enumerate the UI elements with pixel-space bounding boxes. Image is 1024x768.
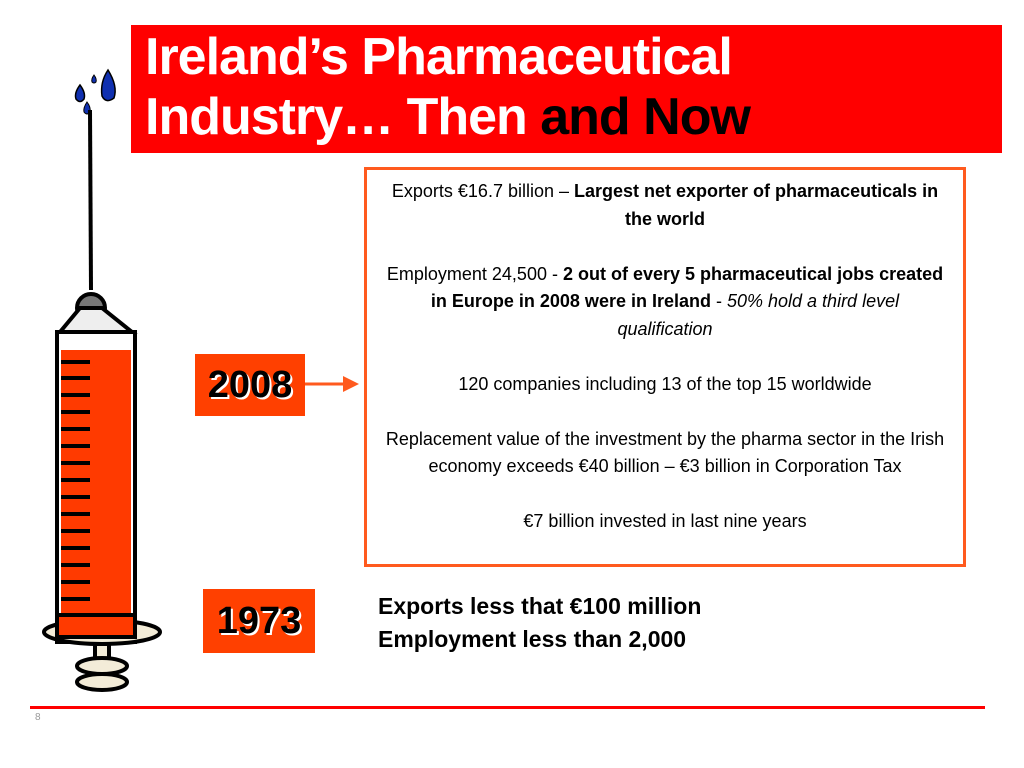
- title-and-now: and Now: [540, 88, 751, 146]
- drop-small-icon: [91, 74, 97, 84]
- employment-highlight: 2 out of every 5 pharmaceutical jobs cre…: [430, 263, 944, 312]
- slide-title-line-2: Industry… Then and Now: [145, 87, 1002, 147]
- employment-separator: -: [710, 291, 727, 311]
- needle: [88, 110, 93, 290]
- facts-1973: Exports less that €100 million Employmen…: [378, 590, 701, 656]
- footer-divider: [30, 706, 985, 709]
- syringe-cone: [55, 306, 138, 334]
- employment-qualification: 50% hold a third level qualification: [617, 291, 900, 339]
- slide-title-line-1: Ireland’s Pharmaceutical: [145, 28, 733, 86]
- employment-text: Employment 24,500 -: [386, 263, 563, 284]
- syringe-icon: [42, 68, 162, 692]
- drop-left-icon: [74, 83, 86, 103]
- drop-right-icon: [100, 68, 116, 102]
- facts-1973-employment: Employment less than 2,000: [378, 626, 687, 652]
- syringe-liquid: [61, 350, 131, 638]
- year-1973-label: 1973: [203, 589, 315, 653]
- page-number: 8: [35, 712, 41, 723]
- syringe-plunger-cap: [75, 656, 129, 676]
- info-replacement-value: Replacement value of the investment by t…: [385, 428, 945, 477]
- info-investment: €7 billion invested in last nine years: [523, 511, 807, 531]
- exports-highlight: Largest net exporter of pharmaceuticals …: [574, 181, 939, 229]
- title-banner: Ireland’s Pharmaceutical Industry… Then …: [131, 25, 1002, 153]
- info-employment: Employment 24,500 - 2 out of every 5 pha…: [385, 261, 945, 344]
- right-arrow-icon: [305, 376, 359, 392]
- info-companies: 120 companies including 13 of the top 15…: [458, 373, 872, 394]
- info-box-2008: Exports €16.7 billion – Largest net expo…: [364, 167, 966, 567]
- facts-1973-exports: Exports less that €100 million: [378, 593, 702, 619]
- exports-text: Exports €16.7 billion –: [391, 181, 574, 201]
- title-then: Industry… Then: [145, 88, 541, 146]
- info-exports: Exports €16.7 billion – Largest net expo…: [385, 178, 945, 233]
- year-2008-label: 2008: [195, 354, 305, 416]
